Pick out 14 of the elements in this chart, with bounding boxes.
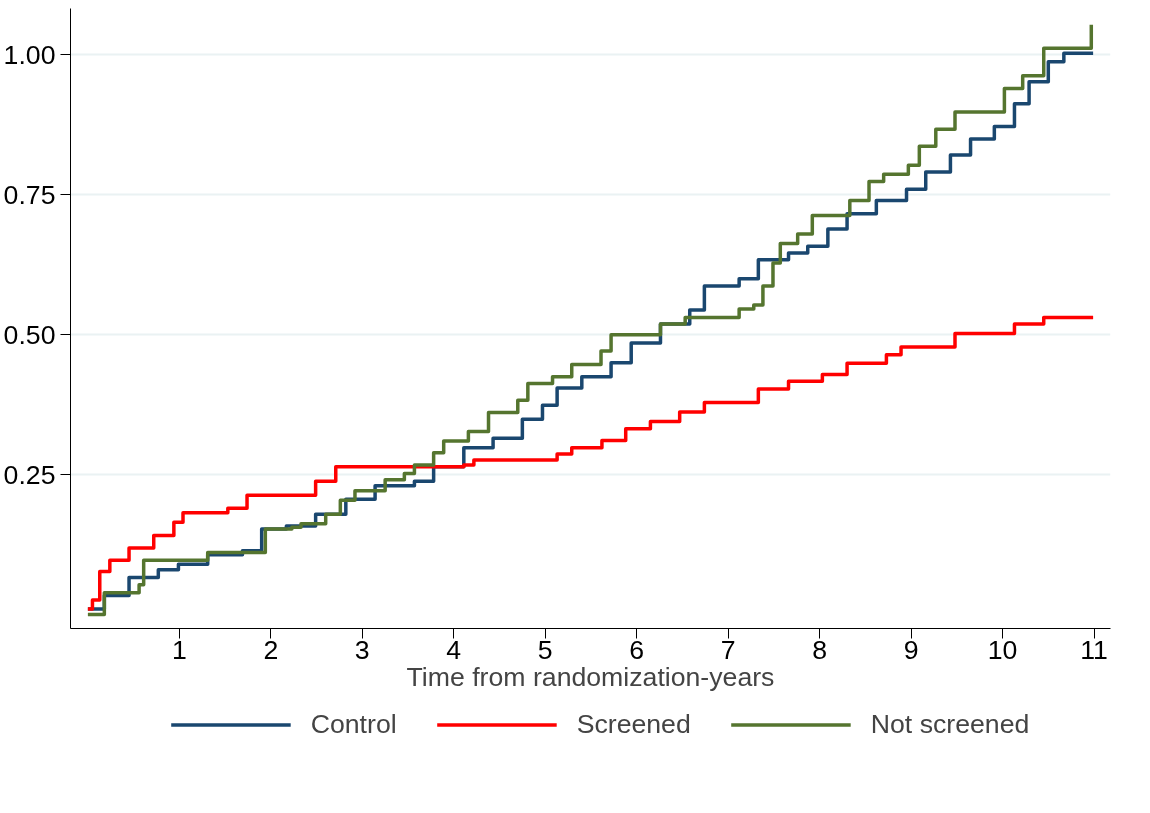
x-tick-label: 9 <box>903 634 919 665</box>
x-tick-label: 3 <box>354 634 370 665</box>
x-tick-label: 10 <box>987 634 1018 665</box>
y-tick-label: 0.25 <box>3 459 56 490</box>
y-tick-label: 0.75 <box>3 179 56 210</box>
x-tick-label: 11 <box>1080 634 1108 665</box>
legend-label: Control <box>310 708 397 740</box>
y-tick-label: 1.00 <box>3 39 56 70</box>
x-tick-label: 2 <box>263 634 279 665</box>
legend-label: Screened <box>576 708 691 740</box>
y-tick-label: 0.50 <box>3 319 56 350</box>
x-tick-label: 8 <box>812 634 828 665</box>
legend-label: Not screened <box>870 708 1030 740</box>
x-tick-label: 1 <box>171 634 187 665</box>
